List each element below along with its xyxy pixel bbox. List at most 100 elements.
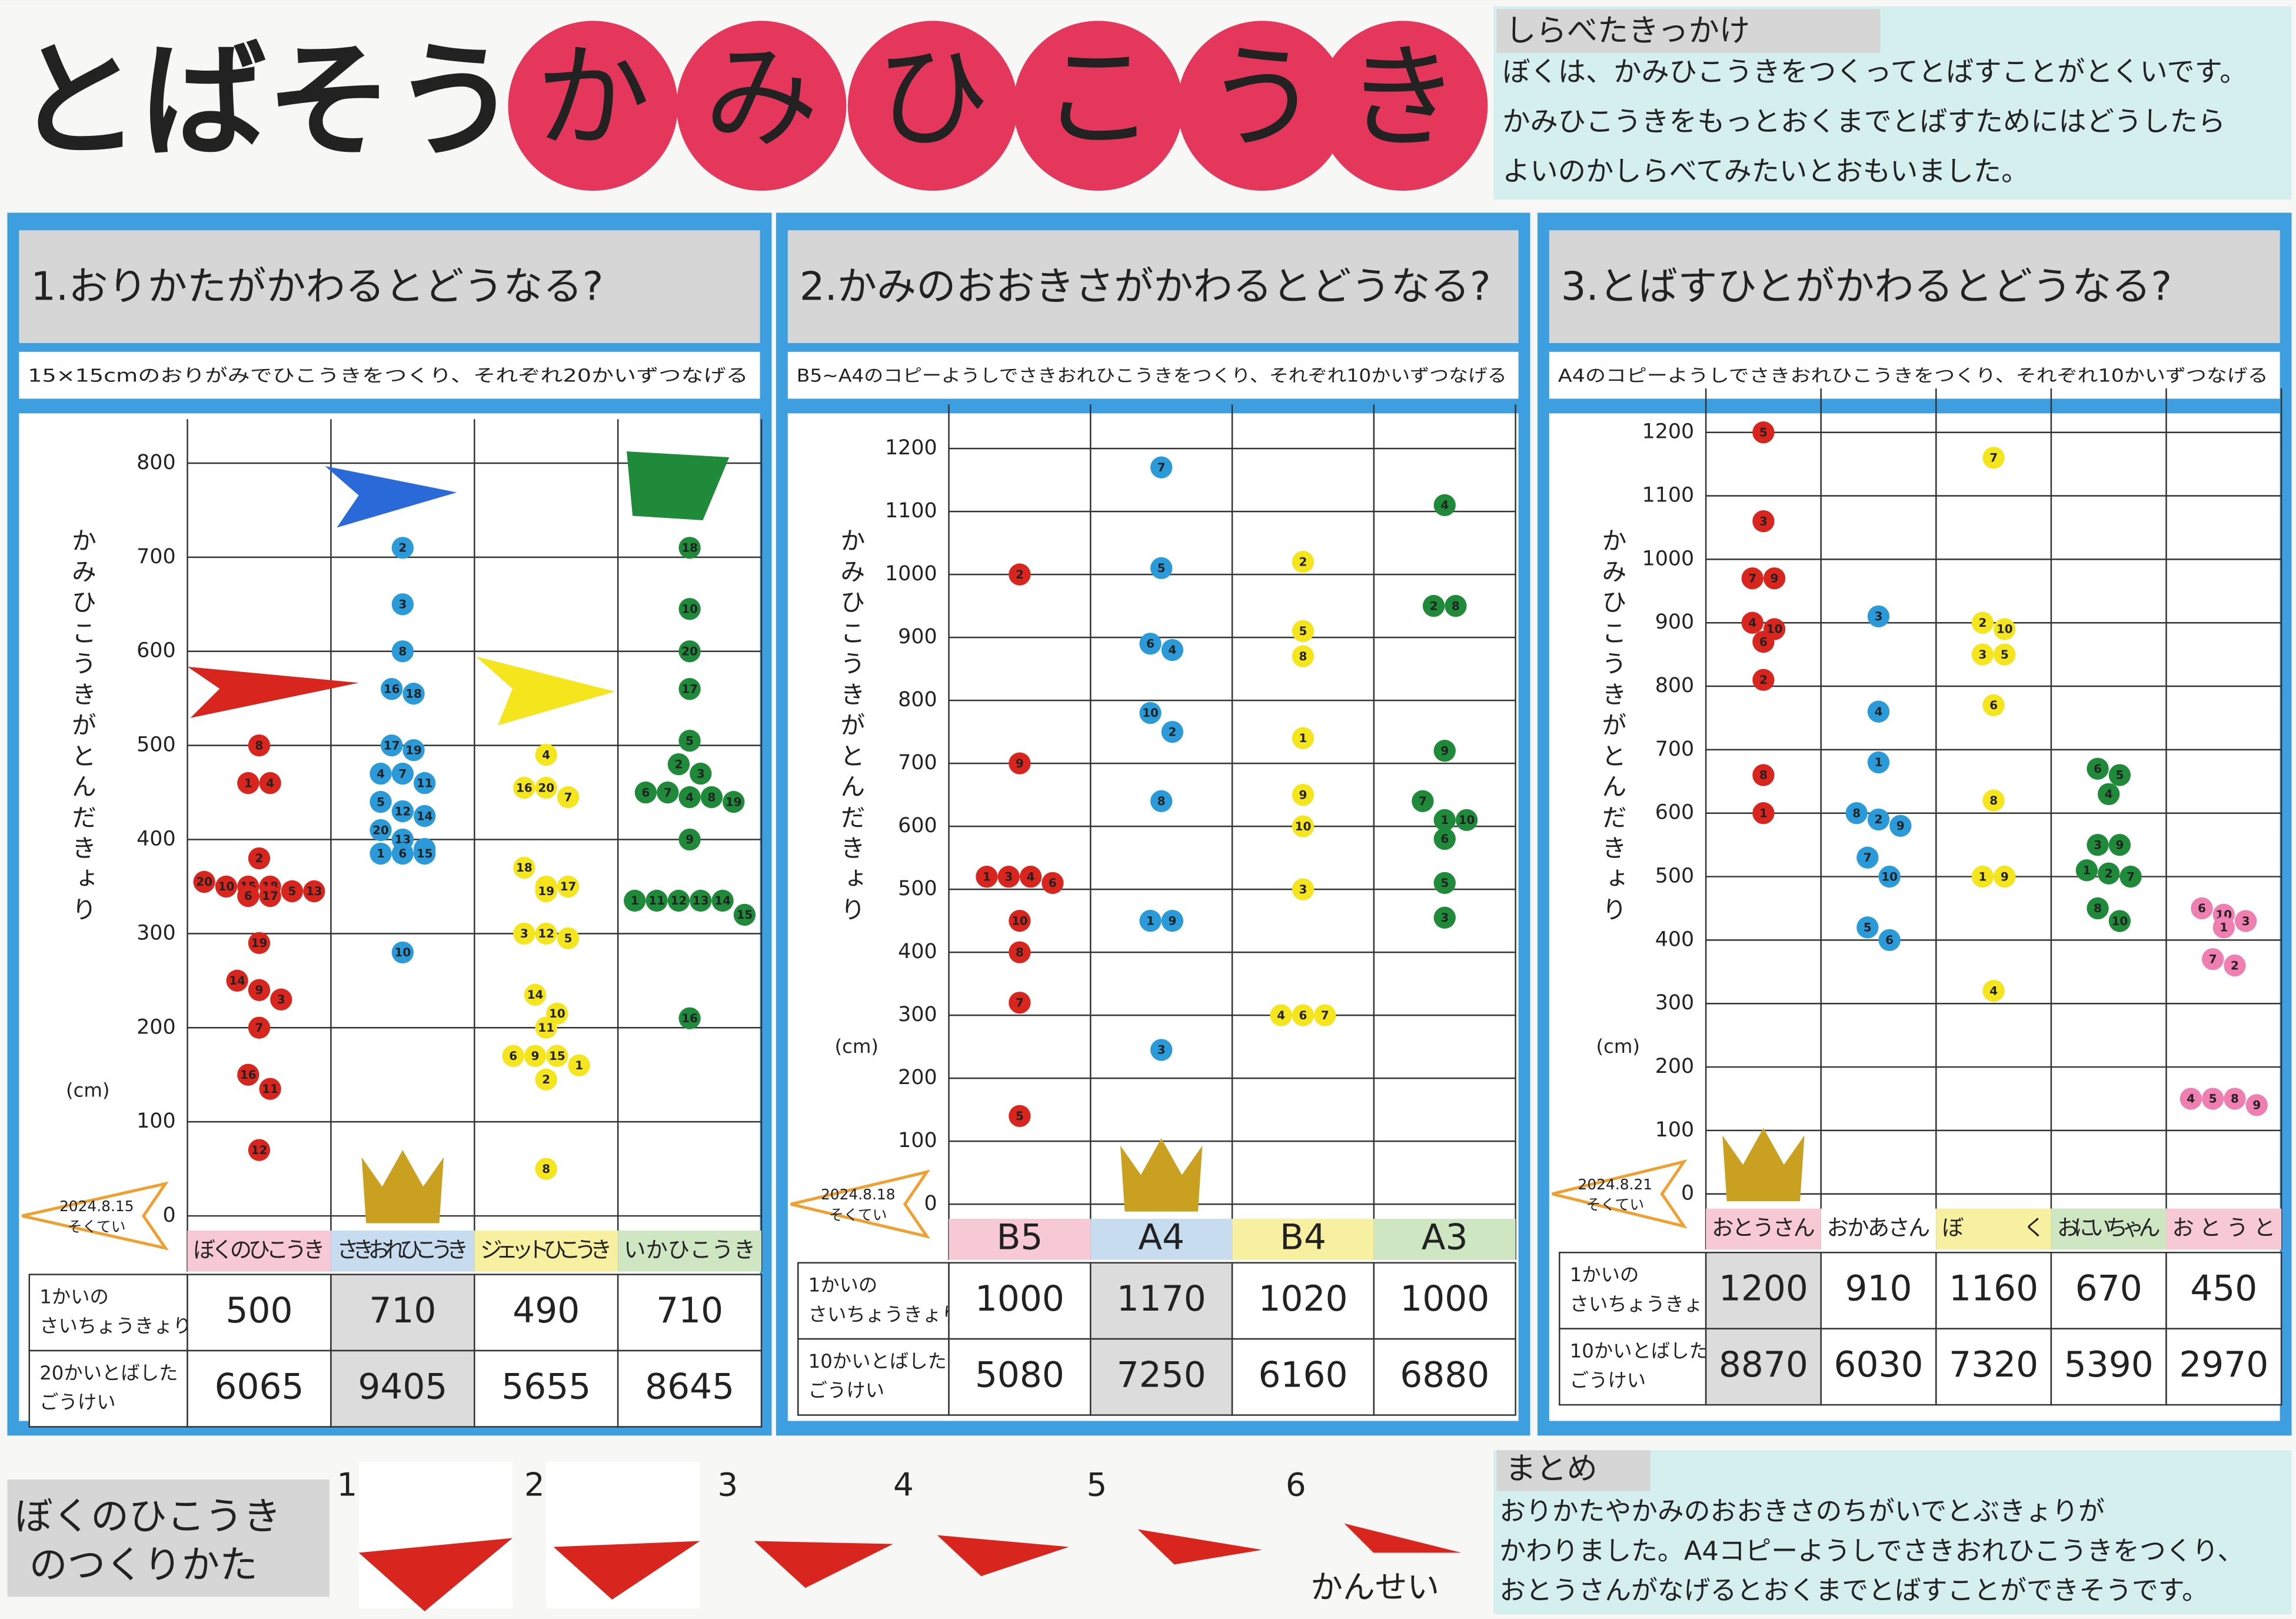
title-circle xyxy=(847,21,1018,191)
dot xyxy=(391,640,414,663)
table-value: 450 xyxy=(2190,1269,2257,1309)
dot-label: 14 xyxy=(714,894,731,907)
step-fold xyxy=(553,1541,700,1600)
dot xyxy=(391,762,414,785)
table-value: 6065 xyxy=(214,1367,304,1407)
dot-label: 1 xyxy=(1759,806,1768,820)
step-fold xyxy=(1137,1529,1263,1565)
dot-label: 1 xyxy=(377,847,385,860)
dot-label: 14 xyxy=(527,988,544,1002)
dot-label: 4 xyxy=(2187,1092,2195,1106)
table-cell xyxy=(617,1349,763,1428)
dot-label: 6 xyxy=(1299,1009,1307,1022)
dot-label: 8 xyxy=(1157,794,1166,808)
category-cell xyxy=(1373,1219,1516,1260)
dot xyxy=(1763,567,1786,590)
table-cell xyxy=(1373,1338,1516,1416)
dot xyxy=(1845,802,1868,825)
summary-line: かわりました。A4コピーようしでさきおれひこうきをつくり、 xyxy=(1499,1535,2244,1566)
title-circle-char: ひ xyxy=(876,31,990,164)
dot-label: 3 xyxy=(277,993,285,1006)
dot-label: 4 xyxy=(542,748,550,762)
dot xyxy=(1971,865,1994,888)
reason-line: かみひこうきをもっとおくまでとばすためにはどうしたら xyxy=(1502,106,2225,138)
step-number: 5 xyxy=(1086,1466,1107,1504)
dot-label: 6 xyxy=(1885,933,1894,947)
step-number: 6 xyxy=(1286,1466,1306,1504)
x-tick-label: B4 xyxy=(1280,1217,1326,1258)
category-cell xyxy=(1821,1208,1936,1250)
y-tick-label: 100 xyxy=(137,1109,175,1133)
dot-label: 1 xyxy=(1146,914,1154,927)
date-arrow xyxy=(21,1181,169,1251)
table-value: 1160 xyxy=(1949,1269,2038,1309)
dot xyxy=(557,927,580,950)
dot-label: 4 xyxy=(686,790,694,804)
crown xyxy=(361,1150,444,1224)
dot-label: 10 xyxy=(549,1007,565,1020)
dot xyxy=(259,772,281,794)
table-cell xyxy=(1090,1262,1233,1340)
dot-label: 2 xyxy=(1168,725,1176,739)
dot xyxy=(414,804,436,827)
date-note: そくてい xyxy=(829,1206,887,1224)
dot xyxy=(248,932,271,955)
dot-label: 2 xyxy=(1016,568,1024,581)
dot-label: 19 xyxy=(405,743,422,757)
dot xyxy=(557,786,580,809)
dot-label: 5 xyxy=(2115,769,2124,782)
dot-label: 6 xyxy=(1989,699,1998,712)
dot xyxy=(997,866,1020,888)
dot xyxy=(391,941,414,964)
dot xyxy=(1009,941,1031,963)
dot-label: 2 xyxy=(2231,959,2239,972)
y-tick-label: 800 xyxy=(137,451,175,474)
category-cell xyxy=(187,1230,331,1272)
y-tick-label: 300 xyxy=(1655,991,1694,1015)
dot-label: 4 xyxy=(1875,705,1883,719)
y-tick-label: 0 xyxy=(1681,1182,1694,1205)
dot-label: 8 xyxy=(255,739,264,752)
plane-red xyxy=(187,666,359,718)
dot xyxy=(535,1158,557,1180)
dot xyxy=(1009,1105,1031,1128)
dot xyxy=(1752,764,1775,786)
dot-label: 20 xyxy=(538,781,554,794)
x-tick-label: A3 xyxy=(1422,1217,1468,1258)
reason-heading: しらべたきっかけ xyxy=(1505,13,1750,48)
dot-label: 20 xyxy=(681,644,698,658)
dot-label: 6 xyxy=(642,786,650,799)
date: 2024.8.18 xyxy=(821,1186,896,1203)
dot xyxy=(248,847,271,870)
y-tick-label: 200 xyxy=(137,1015,175,1039)
title-circle-char: う xyxy=(1205,31,1319,164)
date-note: そくてい xyxy=(68,1218,126,1235)
dot xyxy=(2201,948,2224,970)
step-number: 2 xyxy=(524,1466,545,1504)
table-cell xyxy=(2165,1328,2282,1406)
y-tick-label: 700 xyxy=(137,545,175,569)
dot xyxy=(2075,859,2098,882)
table-label-cell xyxy=(1559,1328,1707,1406)
dot xyxy=(1292,551,1315,573)
summary-heading: まとめ xyxy=(1505,1451,1598,1487)
dot xyxy=(546,1045,568,1067)
dot xyxy=(1994,865,2016,888)
dot xyxy=(645,889,668,912)
dot-label: 1 xyxy=(1440,813,1449,827)
dot xyxy=(215,875,238,898)
dot xyxy=(391,842,414,865)
dot xyxy=(1139,909,1162,932)
dot-label: 11 xyxy=(417,776,433,790)
panel-heading-bg xyxy=(1549,230,2280,343)
dot xyxy=(1150,790,1173,812)
dot xyxy=(381,678,403,700)
table-value: 7320 xyxy=(1949,1345,2038,1385)
dot-label: 9 xyxy=(1299,788,1307,802)
dot-label: 5 xyxy=(2209,1092,2217,1106)
table-cell xyxy=(474,1349,619,1428)
dot-label: 7 xyxy=(1157,461,1166,474)
dot-label: 8 xyxy=(1989,794,1998,807)
crown xyxy=(1120,1138,1203,1212)
dot xyxy=(1292,1004,1315,1026)
